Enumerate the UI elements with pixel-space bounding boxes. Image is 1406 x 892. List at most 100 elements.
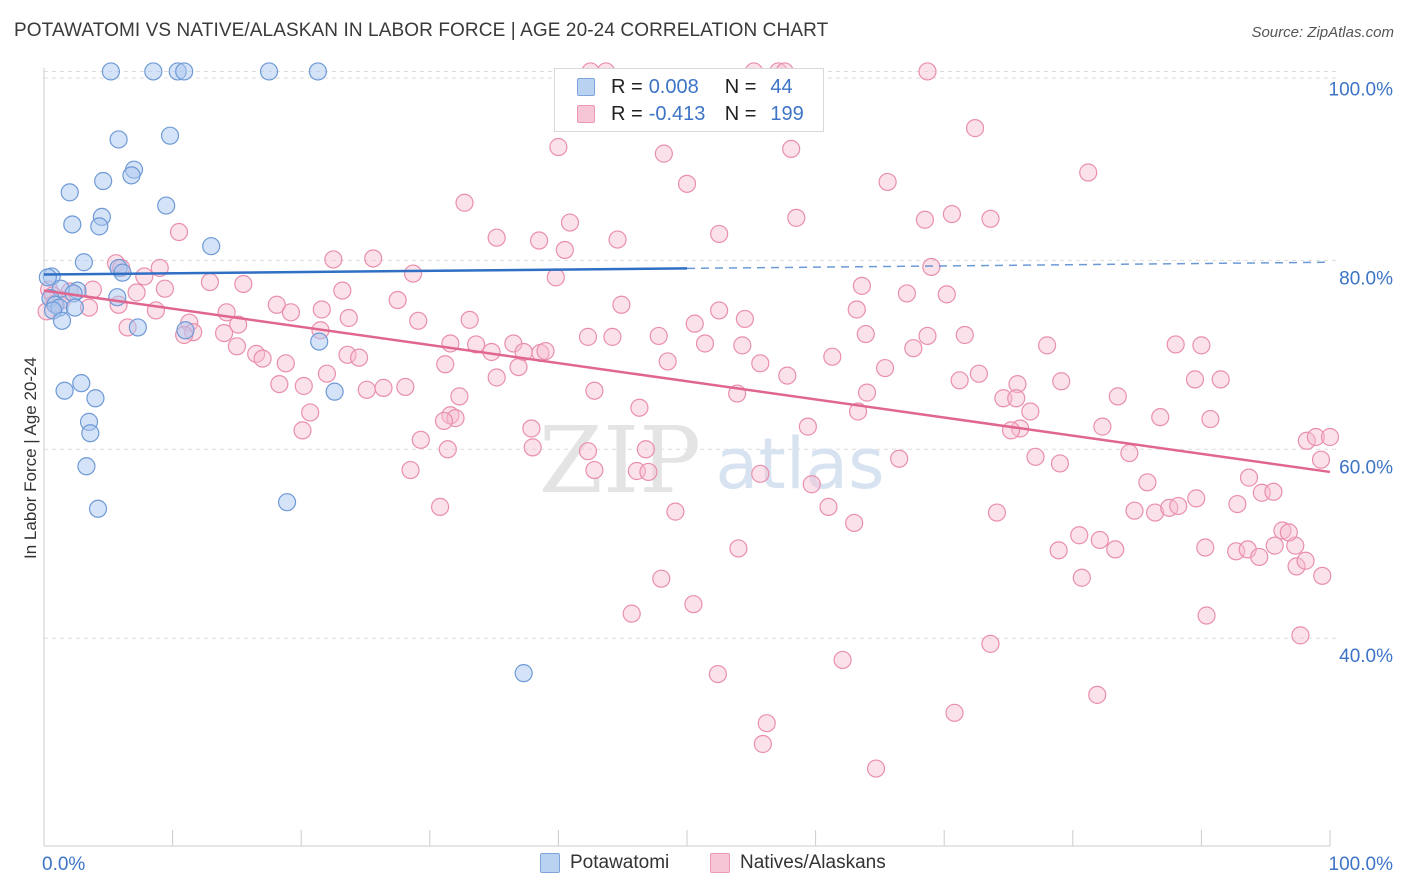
natives-alaskans-point [135,267,154,286]
natives-alaskans-point [234,274,253,294]
natives-alaskans-point [1138,473,1157,492]
potawatomi-point [109,130,128,149]
natives-alaskans-point [374,378,393,397]
potawatomi-point [55,381,74,400]
potawatomi-point [144,62,163,81]
potawatomi-point [38,268,57,287]
natives-alaskans-point [1001,421,1021,440]
natives-alaskans-point [981,209,1000,228]
natives-alaskans-point [578,327,598,346]
natives-alaskans-point [1279,523,1298,542]
natives-alaskans-point [847,300,866,319]
natives-alaskans-point [875,358,895,378]
natives-alaskans-point [364,249,383,268]
potawatomi-point [108,288,127,307]
natives-alaskans-point [324,250,343,269]
potawatomi-point [259,62,279,81]
potawatomi-point [310,332,329,351]
natives-alaskans-point [753,734,772,754]
legend-r-value: -0.413 [648,102,706,125]
natives-alaskans-point [685,314,704,333]
legend-r-label: R = [611,102,643,125]
x-tick-label-min: 0.0% [42,854,85,875]
natives-alaskans-point [1239,468,1259,487]
potawatomi-point [90,217,109,236]
natives-alaskans-point [955,325,974,345]
natives-alaskans-point [710,301,729,320]
natives-alaskans-point [778,366,797,385]
natives-alaskans-point [1311,450,1331,469]
natives-alaskans-point [1192,336,1211,355]
natives-alaskans-point [751,354,770,373]
natives-alaskans-point [530,231,549,250]
natives-alaskans-point [1008,375,1027,394]
natives-alaskans-point [333,281,352,300]
natives-alaskans-point [1264,482,1283,501]
natives-alaskans-point [845,513,864,533]
natives-alaskans-point [1050,454,1070,473]
natives-alaskans-point [403,264,423,283]
watermark: ZIP atlas [539,407,885,514]
legend-r-label: R = [611,75,643,98]
natives-alaskans-point [127,283,146,302]
natives-alaskans-point [200,272,219,292]
natives-alaskans-point [1227,542,1246,561]
watermark-atlas: atlas [715,423,884,505]
y-tick-label: 60.0% [1339,457,1393,478]
natives-alaskans-point [945,703,964,722]
natives-alaskans-point [339,308,358,328]
natives-alaskans-point [430,497,450,516]
natives-alaskans-point [733,336,752,355]
natives-alaskans-point [411,430,430,449]
potawatomi-point [74,253,93,272]
trend-lines [43,261,1331,474]
axes [43,68,1331,847]
natives-alaskans-point [1197,606,1216,625]
potawatomi-point [176,321,195,340]
natives-alaskans-point [922,257,941,277]
natives-alaskans-point [787,208,806,227]
natives-alaskans-point [965,119,985,138]
natives-alaskans-point [281,303,301,322]
natives-alaskans-point [276,354,295,373]
natives-alaskans-point [1201,409,1220,429]
potawatomi-point [160,126,180,145]
natives-alaskans-point [409,311,428,330]
natives-alaskans-point [987,503,1007,522]
x-tick-label-max: 100.0% [1329,854,1394,875]
natives-alaskans-point [317,364,337,383]
natives-alaskans-point [1296,551,1315,570]
bottom-legend-natives: Natives/Alaskans [710,852,886,874]
watermark-zip: ZIP [539,407,701,514]
natives-alaskans-point [1196,538,1215,557]
natives-alaskans-point [1093,417,1112,436]
natives-alaskans-point [585,460,604,480]
natives-alaskans-point [684,595,703,614]
natives-alaskans-point [751,464,770,483]
natives-alaskans-point [654,144,673,163]
natives-alaskans-point [555,240,574,260]
natives-alaskans-point [677,174,697,193]
potawatomi-point [63,215,82,234]
natives-alaskans-point [915,210,935,229]
potawatomi-point [52,311,72,330]
natives-alaskans-point [729,539,748,558]
natives-alaskans-point [1146,503,1165,522]
legend-n-value: 44 [770,75,793,98]
stats-legend: R = 0.008 N = 44 R = -0.413 N = 199 [554,68,824,132]
natives-alaskans-point [612,295,631,314]
natives-alaskans-point [169,222,189,242]
natives-alaskans-point [312,300,331,319]
natives-alaskans-point [450,387,469,406]
natives-alaskans-point [1072,568,1091,587]
natives-alaskans-point [918,326,937,346]
natives-alaskans-point [1007,389,1026,408]
natives-alaskans-point [1160,498,1179,517]
potawatomi-point [77,457,96,476]
natives-alaskans-point [630,398,649,417]
natives-alaskans-point [1228,494,1247,514]
y-axis-label: In Labor Force | Age 20-24 [21,357,40,559]
natives-alaskans-point [349,348,369,367]
natives-alaskans-point [1120,443,1139,463]
natives-alaskans-point [578,442,598,461]
